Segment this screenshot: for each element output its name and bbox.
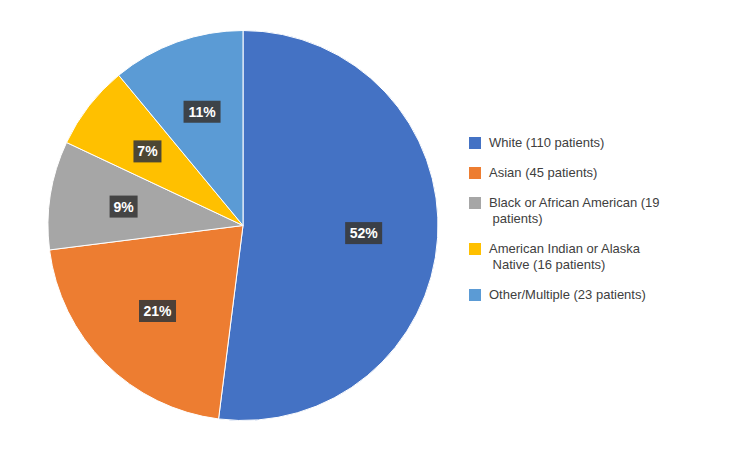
html-text:Asian (45 patients): Asian (45 patients) <box>489 164 598 180</box>
svg-text:9%: 9% <box>113 199 134 215</box>
html-text:Other/Multiple (23 patients): Other/Multiple (23 patients) <box>489 286 646 302</box>
svg-text:21%: 21% <box>143 303 172 319</box>
html-text:White (110 patients): White (110 patients) <box>489 134 605 150</box>
svg-text:52%: 52% <box>350 225 379 241</box>
html-text:American Indian or Alaska Nati: American Indian or Alaska Native (16 pat… <box>489 240 640 272</box>
svg-text:7%: 7% <box>137 143 158 159</box>
svg-text:11%: 11% <box>188 104 216 120</box>
html-text:Black or African American (19: Black or African American (19 patients) <box>489 194 660 226</box>
